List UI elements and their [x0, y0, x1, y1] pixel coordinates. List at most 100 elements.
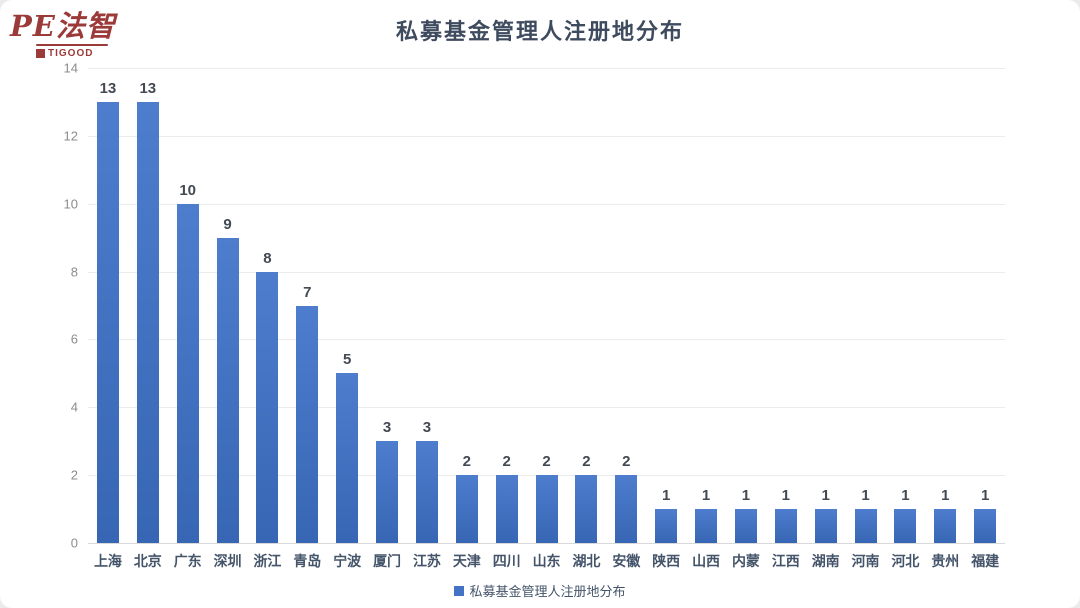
bar-cell: 13: [128, 68, 168, 543]
bar-value-label: 2: [502, 453, 511, 471]
gridline: [88, 339, 1005, 341]
bar-cell: 3: [407, 68, 447, 543]
x-tick-label: 山东: [532, 553, 561, 569]
bar-cell: 2: [527, 68, 567, 543]
bar-四川[interactable]: [495, 475, 518, 543]
x-tick-label: 内蒙: [731, 553, 760, 569]
y-tick-label: 0: [70, 535, 78, 551]
x-tick-label: 江西: [771, 553, 800, 569]
bar-山西[interactable]: [695, 509, 718, 543]
y-tick-label: 8: [70, 264, 78, 280]
bar-浙江[interactable]: [256, 271, 279, 543]
logo-underline: [36, 44, 108, 46]
gridline: [88, 407, 1005, 409]
legend-label: 私募基金管理人注册地分布: [469, 584, 626, 599]
x-tick-label: 河北: [891, 553, 920, 569]
bar-福建[interactable]: [974, 509, 997, 543]
y-tick-label: 14: [63, 60, 78, 76]
bar-cell: 1: [646, 68, 686, 543]
bar-青岛[interactable]: [296, 305, 319, 543]
bar-cell: 9: [208, 68, 248, 543]
bar-value-label: 1: [701, 487, 711, 505]
bar-厦门[interactable]: [376, 441, 399, 543]
x-tick-label: 贵州: [931, 553, 960, 569]
bar-cell: 1: [886, 68, 926, 543]
bar-value-label: 10: [179, 181, 197, 199]
x-tick-label: 河南: [851, 553, 880, 569]
plot-area: 13 13 10 9 8 7 5 3 3 2 2 2 2 2 1 1 1 1 1 1 1 1 1: [88, 68, 1005, 544]
bar-陕西[interactable]: [655, 509, 678, 543]
bar-value-label: 8: [263, 249, 272, 267]
y-tick-label: 10: [63, 196, 78, 212]
y-tick-label: 12: [63, 128, 78, 144]
bar-宁波[interactable]: [336, 373, 359, 543]
y-tick-label: 2: [70, 467, 78, 483]
bar-山东[interactable]: [535, 475, 558, 543]
x-tick-label: 四川: [492, 553, 521, 569]
x-tick-label: 安徽: [612, 553, 641, 569]
bar-cell: 2: [447, 68, 487, 543]
bar-cell: 8: [248, 68, 288, 543]
bar-广东[interactable]: [176, 203, 199, 543]
bar-value-label: 5: [343, 351, 352, 369]
bar-cell: 1: [925, 68, 965, 543]
x-tick-label: 江苏: [412, 553, 441, 569]
x-tick-label: 上海: [93, 553, 122, 569]
bar-value-label: 1: [662, 487, 671, 505]
logo-subtext: TIGOOD: [36, 48, 120, 59]
bar-cell: 2: [487, 68, 527, 543]
brand-logo: PE法智 TIGOOD: [10, 12, 120, 60]
bars: 13 13 10 9 8 7 5 3 3 2 2 2 2 2 1 1 1 1 1 1 1 1 1: [88, 68, 1005, 543]
x-tick-label: 深圳: [213, 553, 242, 569]
x-axis: 上海 北京 广东 深圳 浙江 青岛 宁波 厦门 江苏 天津 四川 山东 湖北 安徽 陕西 山西 内蒙 江西 湖南 河南…: [88, 551, 1005, 571]
x-tick-label: 青岛: [293, 553, 322, 569]
bar-河南[interactable]: [854, 509, 877, 543]
bar-value-label: 1: [861, 487, 870, 505]
x-tick-label: 山西: [692, 553, 721, 569]
bar-value-label: 9: [223, 215, 232, 233]
bar-贵州[interactable]: [934, 509, 957, 543]
bar-value-label: 1: [781, 487, 790, 505]
bar-value-label: 2: [622, 453, 631, 471]
bar-cell: 13: [88, 68, 128, 543]
bar-cell: 1: [766, 68, 806, 543]
bar-cell: 5: [327, 68, 367, 543]
gridline: [88, 271, 1005, 273]
bar-江西[interactable]: [774, 509, 797, 543]
bar-安徽[interactable]: [615, 475, 638, 543]
legend-marker-icon: [454, 585, 465, 596]
bar-value-label: 13: [139, 79, 157, 97]
logo-sub-label: TIGOOD: [48, 48, 94, 59]
bar-cell: 1: [726, 68, 766, 543]
bar-江苏[interactable]: [415, 441, 438, 543]
bar-天津[interactable]: [455, 475, 478, 543]
bar-湖南[interactable]: [814, 509, 837, 543]
y-tick-label: 6: [70, 331, 78, 347]
bar-value-label: 1: [941, 487, 950, 505]
bar-value-label: 2: [582, 453, 591, 471]
bar-cell: 3: [367, 68, 407, 543]
bar-value-label: 1: [981, 487, 990, 505]
bar-河北[interactable]: [894, 509, 917, 543]
bar-上海[interactable]: [96, 101, 119, 543]
chart-title: 私募基金管理人注册地分布: [395, 19, 684, 44]
bar-cell: 7: [287, 68, 327, 543]
bar-深圳[interactable]: [216, 237, 239, 543]
x-tick-label: 福建: [971, 553, 1000, 569]
legend: 私募基金管理人注册地分布: [0, 581, 1080, 600]
bar-cell: 1: [806, 68, 846, 543]
bar-cell: 1: [965, 68, 1005, 543]
bar-value-label: 7: [303, 283, 312, 301]
gridline: [88, 135, 1005, 137]
bar-value-label: 1: [821, 487, 830, 505]
x-tick-label: 宁波: [333, 553, 362, 569]
gridline: [88, 68, 1005, 69]
bar-cell: 1: [846, 68, 886, 543]
bar-湖北[interactable]: [575, 475, 598, 543]
bar-cell: 1: [686, 68, 726, 543]
bar-value-label: 13: [99, 79, 117, 97]
bar-内蒙[interactable]: [734, 509, 757, 543]
bar-北京[interactable]: [136, 101, 159, 543]
x-tick-label: 湖北: [572, 553, 601, 569]
